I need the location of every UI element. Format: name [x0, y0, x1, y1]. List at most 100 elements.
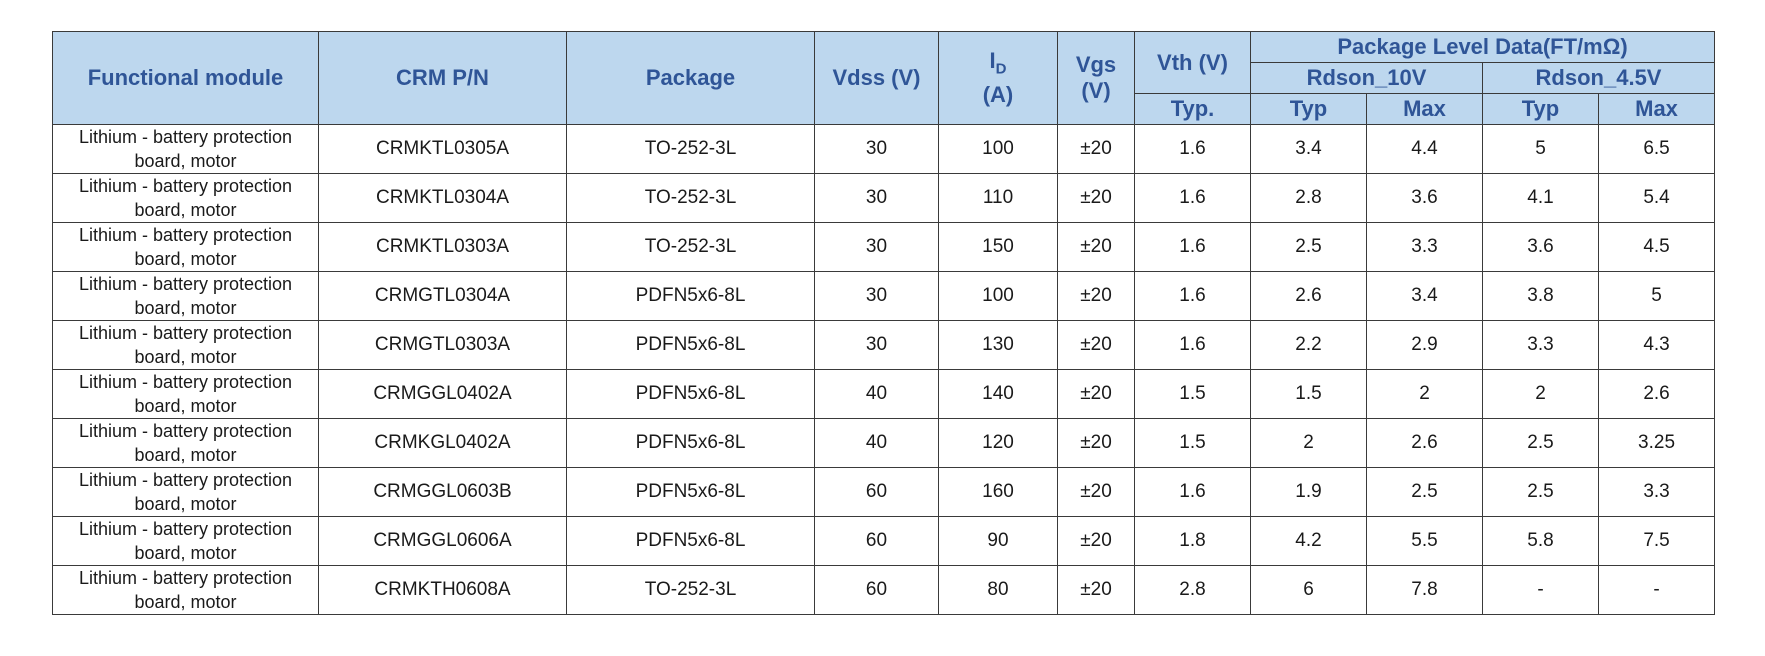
table-row: Lithium - battery protection board, moto… [52, 516, 1716, 566]
cell-vth-typ: 1.5 [1134, 369, 1251, 419]
cell-rdson-4-5v-typ: - [1482, 565, 1599, 615]
cell-rdson-10v-typ: 1.5 [1250, 369, 1367, 419]
mosfet-product-table: Functional module CRM P/N Package Vdss (… [52, 31, 1716, 615]
table-row: Lithium - battery protection board, moto… [52, 565, 1716, 615]
header-rdson-4-5v: Rdson_4.5V [1481, 62, 1716, 94]
cell-vth-typ: 1.5 [1134, 418, 1251, 468]
table-row: Lithium - battery protection board, moto… [52, 173, 1716, 223]
header-vgs: Vgs (V) [1057, 31, 1135, 125]
cell-vgs: ±20 [1057, 124, 1135, 174]
header-rdson-4-5v-typ: Typ [1482, 93, 1599, 125]
cell-id: 100 [938, 271, 1058, 321]
cell-vgs: ±20 [1057, 222, 1135, 272]
cell-rdson-4-5v-typ: 2.5 [1482, 467, 1599, 517]
cell-rdson-4-5v-max: - [1597, 565, 1716, 615]
cell-crm-pn: CRMGGL0402A [318, 369, 567, 419]
cell-rdson-10v-max: 2 [1366, 369, 1483, 419]
cell-functional-module: Lithium - battery protection board, moto… [52, 369, 319, 419]
table-row: Lithium - battery protection board, moto… [52, 467, 1716, 517]
cell-rdson-4-5v-typ: 3.3 [1482, 320, 1599, 370]
cell-package: PDFN5x6-8L [566, 467, 815, 517]
cell-crm-pn: CRMGGL0603B [318, 467, 567, 517]
cell-rdson-4-5v-max: 4.3 [1597, 320, 1716, 370]
cell-package: PDFN5x6-8L [566, 418, 815, 468]
header-vgs-unit: (V) [1081, 78, 1111, 103]
header-crm-pn: CRM P/N [318, 31, 567, 125]
cell-rdson-10v-max: 3.4 [1366, 271, 1483, 321]
cell-rdson-4-5v-typ: 4.1 [1482, 173, 1599, 223]
cell-vth-typ: 2.8 [1134, 565, 1251, 615]
cell-rdson-4-5v-typ: 5.8 [1482, 516, 1599, 566]
cell-id: 160 [938, 467, 1058, 517]
cell-rdson-4-5v-max: 3.3 [1597, 467, 1716, 517]
cell-rdson-10v-max: 4.4 [1366, 124, 1483, 174]
header-rdson-10v: Rdson_10V [1250, 62, 1483, 94]
cell-vgs: ±20 [1057, 467, 1135, 517]
header-id-symbol: I [989, 47, 996, 73]
cell-vth-typ: 1.6 [1134, 320, 1251, 370]
cell-vth-typ: 1.6 [1134, 467, 1251, 517]
table-row: Lithium - battery protection board, moto… [52, 418, 1716, 468]
cell-crm-pn: CRMKTH0608A [318, 565, 567, 615]
cell-vdss: 30 [814, 271, 939, 321]
cell-package: TO-252-3L [566, 173, 815, 223]
cell-rdson-4-5v-typ: 5 [1482, 124, 1599, 174]
cell-id: 110 [938, 173, 1058, 223]
cell-rdson-10v-typ: 2.5 [1250, 222, 1367, 272]
cell-crm-pn: CRMGTL0304A [318, 271, 567, 321]
cell-functional-module: Lithium - battery protection board, moto… [52, 320, 319, 370]
cell-vgs: ±20 [1057, 173, 1135, 223]
table-row: Lithium - battery protection board, moto… [52, 369, 1716, 419]
cell-functional-module: Lithium - battery protection board, moto… [52, 271, 319, 321]
cell-rdson-4-5v-max: 4.5 [1597, 222, 1716, 272]
cell-crm-pn: CRMGTL0303A [318, 320, 567, 370]
cell-rdson-10v-max: 5.5 [1366, 516, 1483, 566]
cell-id: 130 [938, 320, 1058, 370]
cell-vth-typ: 1.6 [1134, 124, 1251, 174]
cell-vgs: ±20 [1057, 418, 1135, 468]
cell-rdson-10v-typ: 1.9 [1250, 467, 1367, 517]
table-row: Lithium - battery protection board, moto… [52, 271, 1716, 321]
product-table-container: Functional module CRM P/N Package Vdss (… [52, 31, 1716, 615]
cell-vdss: 30 [814, 173, 939, 223]
header-rdson-10v-typ: Typ [1250, 93, 1367, 125]
table-body: Lithium - battery protection board, moto… [52, 124, 1716, 615]
cell-vth-typ: 1.6 [1134, 173, 1251, 223]
header-vdss: Vdss (V) [814, 31, 939, 125]
cell-package: PDFN5x6-8L [566, 516, 815, 566]
table-row: Lithium - battery protection board, moto… [52, 124, 1716, 174]
cell-vdss: 30 [814, 222, 939, 272]
cell-functional-module: Lithium - battery protection board, moto… [52, 173, 319, 223]
header-vth-typ: Typ. [1134, 93, 1251, 125]
cell-rdson-4-5v-typ: 3.6 [1482, 222, 1599, 272]
cell-crm-pn: CRMGGL0606A [318, 516, 567, 566]
cell-rdson-10v-max: 2.6 [1366, 418, 1483, 468]
cell-vdss: 60 [814, 516, 939, 566]
header-vth: Vth (V) [1134, 31, 1251, 94]
cell-vgs: ±20 [1057, 271, 1135, 321]
header-row-1: Functional module CRM P/N Package Vdss (… [52, 31, 1716, 125]
cell-rdson-10v-typ: 2.8 [1250, 173, 1367, 223]
header-rdson-10v-max: Max [1366, 93, 1483, 125]
cell-functional-module: Lithium - battery protection board, moto… [52, 565, 319, 615]
cell-rdson-4-5v-max: 5 [1597, 271, 1716, 321]
table-row: Lithium - battery protection board, moto… [52, 222, 1716, 272]
cell-vgs: ±20 [1057, 565, 1135, 615]
cell-rdson-10v-typ: 2 [1250, 418, 1367, 468]
cell-rdson-4-5v-typ: 2 [1482, 369, 1599, 419]
cell-vgs: ±20 [1057, 320, 1135, 370]
cell-rdson-10v-max: 7.8 [1366, 565, 1483, 615]
cell-rdson-10v-max: 2.5 [1366, 467, 1483, 517]
cell-rdson-10v-typ: 6 [1250, 565, 1367, 615]
cell-vth-typ: 1.6 [1134, 222, 1251, 272]
cell-vth-typ: 1.6 [1134, 271, 1251, 321]
table-header: Functional module CRM P/N Package Vdss (… [52, 31, 1716, 125]
cell-id: 140 [938, 369, 1058, 419]
header-functional-module: Functional module [52, 31, 319, 125]
cell-rdson-4-5v-typ: 3.8 [1482, 271, 1599, 321]
cell-vgs: ±20 [1057, 516, 1135, 566]
cell-package: TO-252-3L [566, 222, 815, 272]
cell-crm-pn: CRMKTL0305A [318, 124, 567, 174]
cell-id: 150 [938, 222, 1058, 272]
cell-package: PDFN5x6-8L [566, 271, 815, 321]
